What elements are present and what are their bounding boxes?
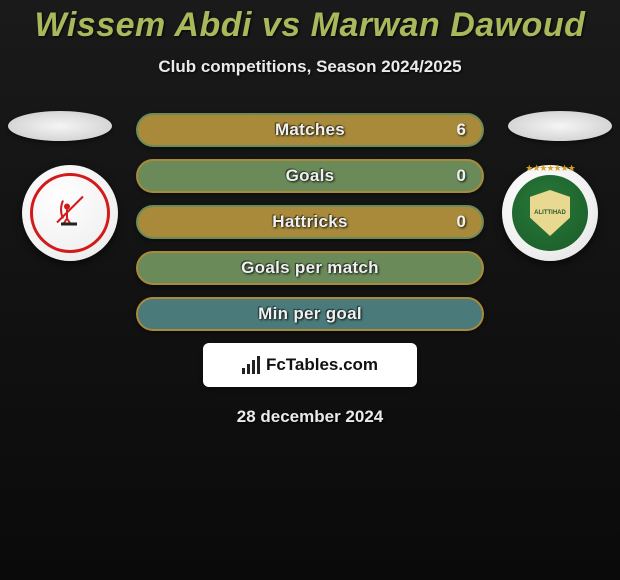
club-badge-right: ★★★★★★★ ALITTIHAD xyxy=(502,165,598,261)
stat-value: 6 xyxy=(457,120,466,140)
stat-pill: Hattricks 0 xyxy=(136,205,484,239)
player-ellipse-right xyxy=(508,111,612,141)
stat-pill: Goals 0 xyxy=(136,159,484,193)
player-ellipse-left xyxy=(8,111,112,141)
stat-pill: Matches 6 xyxy=(136,113,484,147)
date-label: 28 december 2024 xyxy=(0,407,620,427)
season-subtitle: Club competitions, Season 2024/2025 xyxy=(0,57,620,77)
bar-chart-icon xyxy=(242,356,260,374)
comparison-area: ★★★★★★★ ALITTIHAD Matches6Goals0Hattrick… xyxy=(0,113,620,331)
stat-pill: Goals per match xyxy=(136,251,484,285)
stat-label: Goals per match xyxy=(241,258,379,278)
archer-icon xyxy=(53,193,87,234)
badge-inner-right: ALITTIHAD xyxy=(512,175,588,251)
stat-value: 0 xyxy=(457,166,466,186)
page-title: Wissem Abdi vs Marwan Dawoud xyxy=(0,0,620,45)
stars-icon: ★★★★★★★ xyxy=(525,163,574,174)
brand-footer-box: FcTables.com xyxy=(203,343,417,387)
stat-label: Hattricks xyxy=(272,212,347,232)
stat-pill: Min per goal xyxy=(136,297,484,331)
infographic-root: Wissem Abdi vs Marwan Dawoud Club compet… xyxy=(0,0,620,580)
stat-pill-stack: Matches 6 Goals 0 Hattricks 0 Goals per match M… xyxy=(136,113,484,331)
stat-label: Matches xyxy=(275,120,345,140)
stat-label: Min per goal xyxy=(258,304,362,324)
stat-label: Goals xyxy=(286,166,335,186)
shield-icon: ALITTIHAD xyxy=(530,190,570,236)
club-badge-left xyxy=(22,165,118,261)
stat-value: 0 xyxy=(457,212,466,232)
brand-name: FcTables.com xyxy=(266,355,378,375)
